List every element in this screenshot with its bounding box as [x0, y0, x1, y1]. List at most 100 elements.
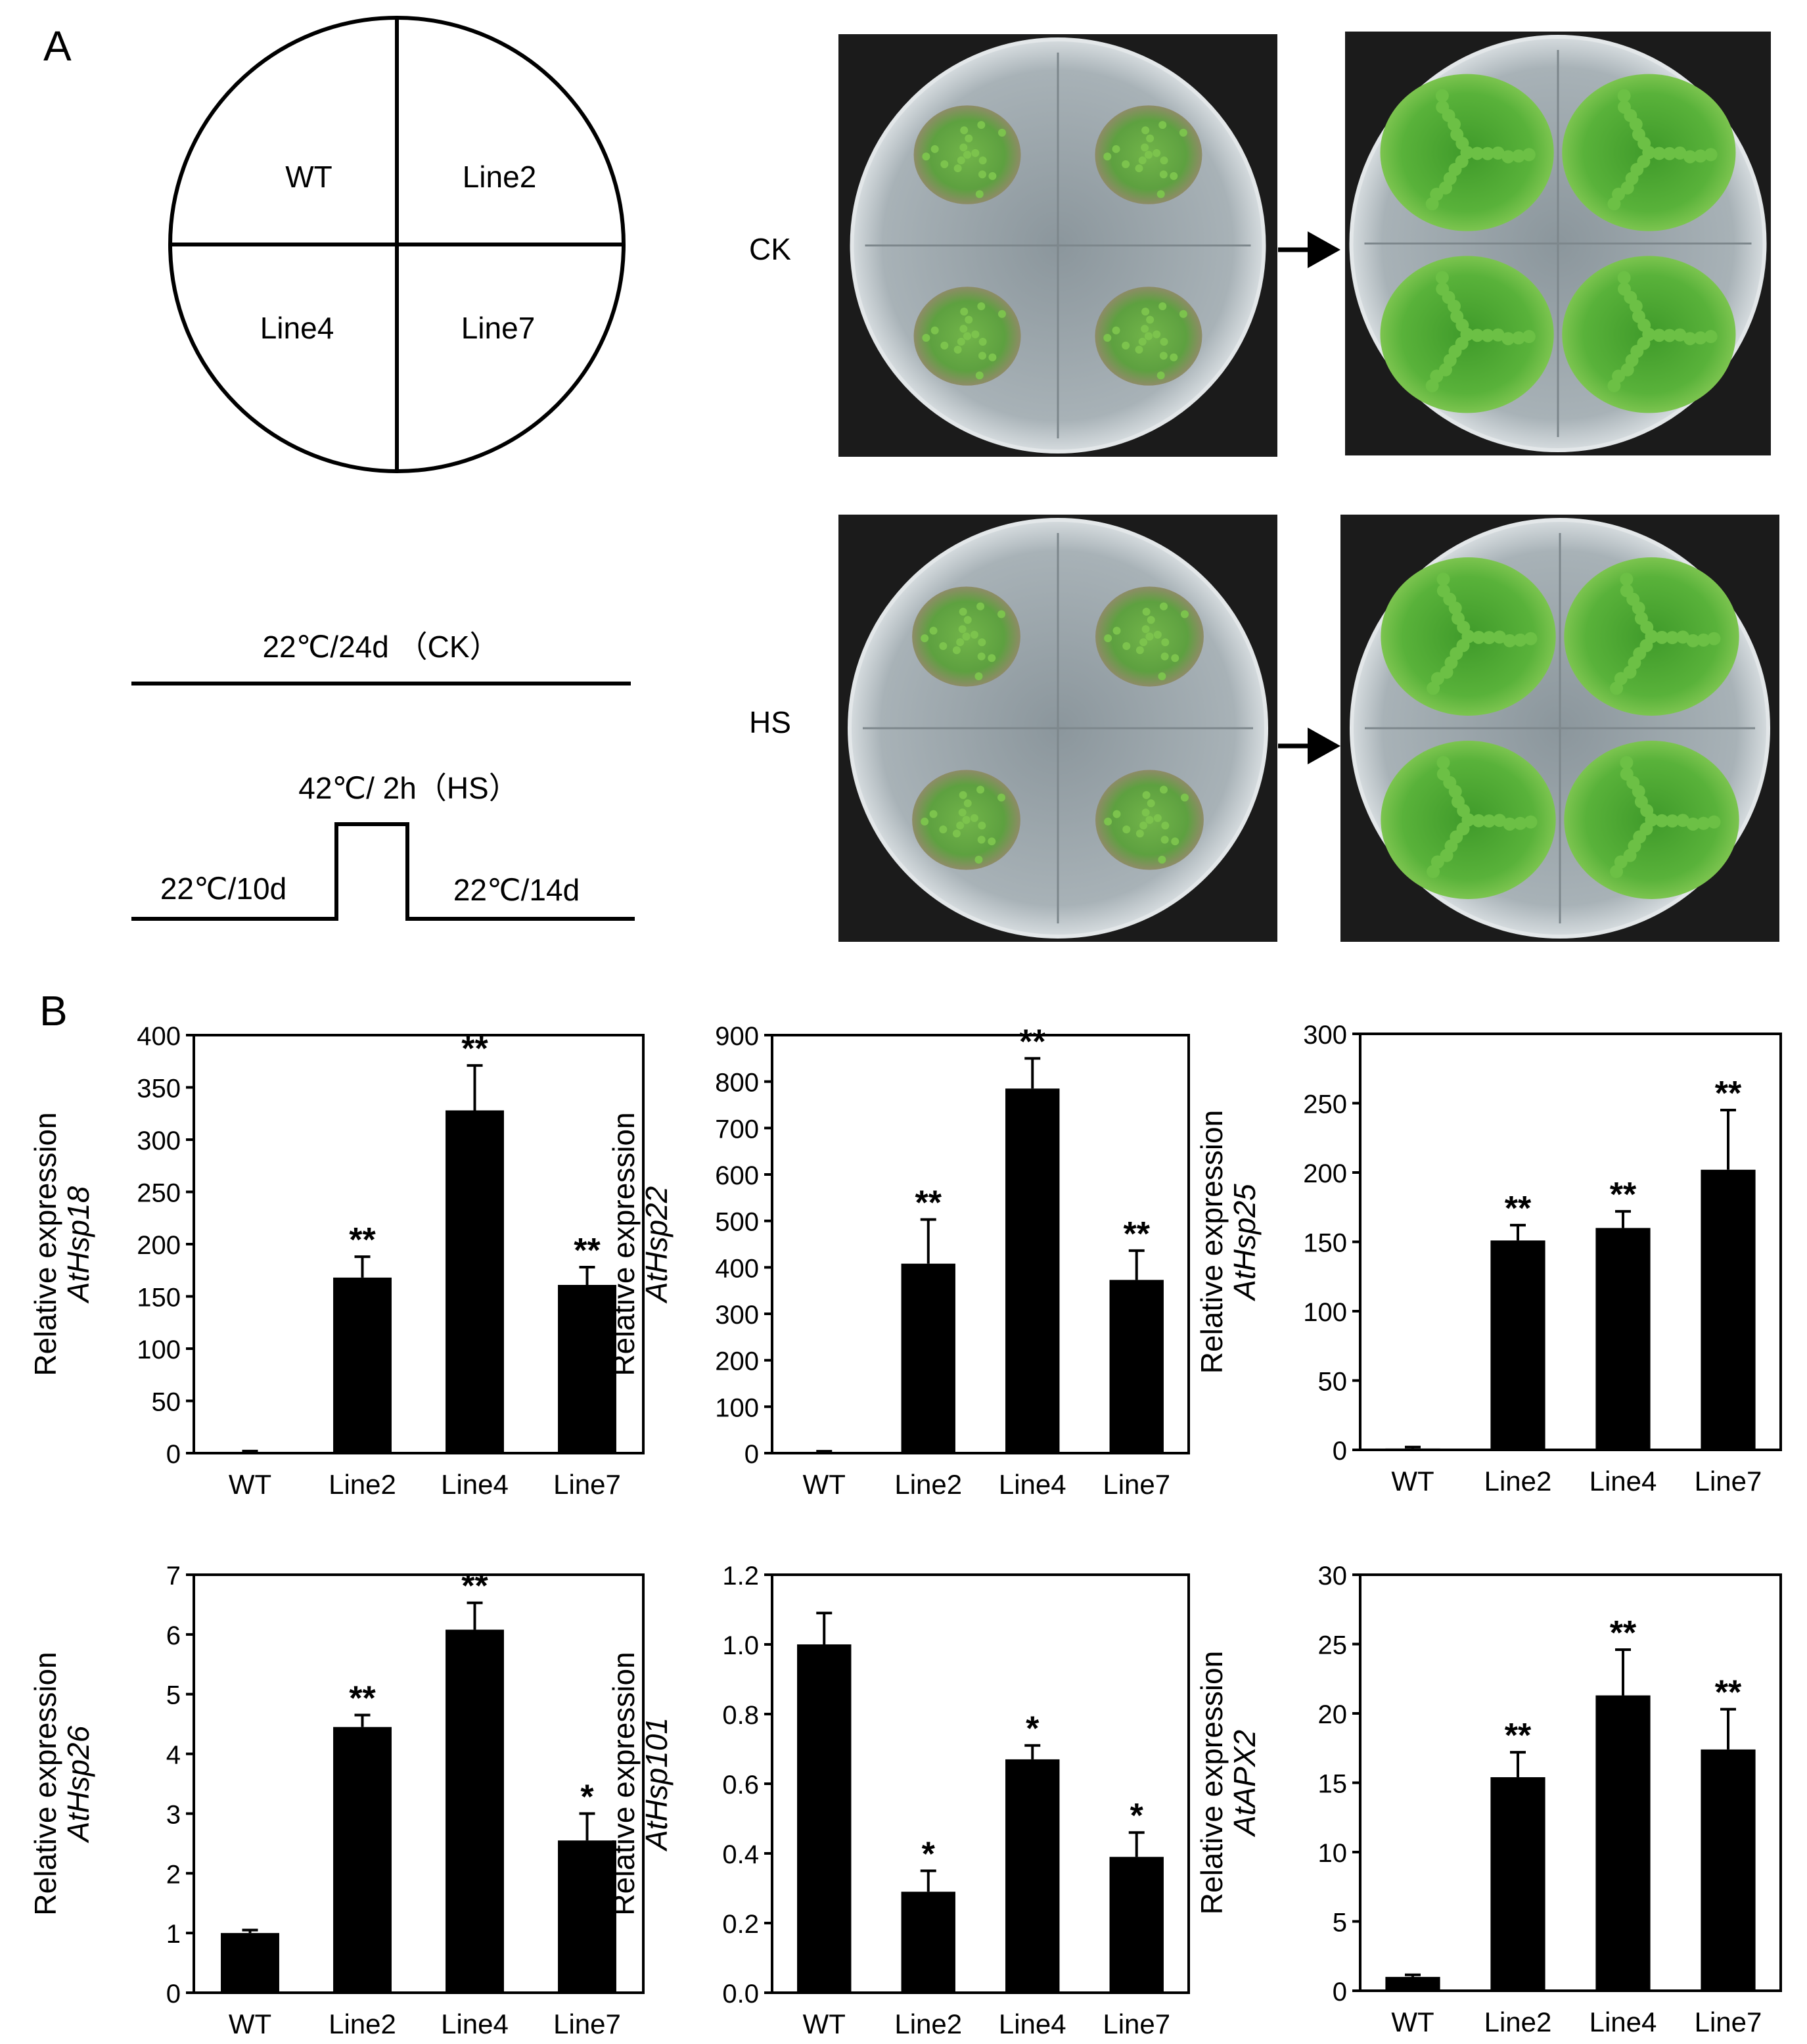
seedling-leaf: [977, 121, 986, 129]
seedling-leaf: [1156, 190, 1165, 198]
bar-line4: [446, 1110, 504, 1453]
significance-marker: *: [580, 1778, 594, 1816]
seedling-leaf: [959, 607, 967, 616]
seedling-leaf: [1448, 344, 1462, 358]
seedling-leaf: [1179, 310, 1187, 318]
seedling-leaf: [976, 785, 985, 794]
bar-line2: [1490, 1240, 1545, 1450]
y-axis-gene-label: AtHsp26: [61, 1725, 95, 1844]
seedling-leaf: [1138, 156, 1147, 165]
seedling-leaf: [1141, 308, 1150, 316]
seedling-leaf: [1513, 816, 1527, 830]
seedling-leaf: [957, 156, 965, 165]
plot-frame: [771, 1034, 1190, 1454]
bar-charts: 050100150200250300350400WT**Line2**Line4…: [28, 1021, 1782, 2039]
plot-frame: [193, 1573, 645, 1994]
seedling-leaf: [929, 810, 938, 818]
seedling-leaf: [1146, 315, 1155, 324]
seedling-leaf: [1145, 632, 1154, 641]
significance-marker: **: [1124, 1215, 1151, 1253]
seedling-leaf: [1614, 855, 1628, 869]
x-tick-label: Line2: [329, 2009, 396, 2039]
seedling-leaf: [1471, 147, 1484, 160]
seedling-leaf: [1144, 332, 1153, 340]
y-tick-label: 400: [715, 1254, 759, 1283]
y-tick-label: 6: [166, 1621, 181, 1650]
y-tick-label: 100: [1303, 1298, 1347, 1327]
seedling-leaf: [1491, 146, 1505, 160]
y-axis-gene-label: AtHsp25: [1227, 1184, 1262, 1302]
seedling-leaf: [962, 632, 971, 641]
seedling-leaf: [970, 814, 978, 822]
seedling-leaf: [1620, 572, 1634, 586]
seedling-leaf: [1612, 187, 1626, 201]
seedling-leaf: [952, 646, 961, 655]
seedling-leaf: [1461, 630, 1475, 643]
seedling-leaf: [1122, 341, 1130, 350]
seedling-leaf: [1512, 331, 1526, 345]
seedling-leaf: [1524, 815, 1538, 829]
seedling-leaf: [1122, 825, 1131, 833]
seedling-leaf: [1139, 638, 1148, 647]
quadrant-label-wt: WT: [285, 160, 332, 194]
panel-a-label: A: [43, 22, 72, 70]
seedling-leaf: [1180, 793, 1189, 802]
seedling-leaf: [930, 326, 939, 335]
seedling-leaf: [1122, 642, 1131, 651]
significance-marker: **: [1505, 1190, 1532, 1228]
seedling-leaf: [1697, 633, 1710, 647]
seedling-leaf: [959, 791, 967, 799]
x-tick-label: WT: [229, 2009, 271, 2039]
seedling-leaf: [1435, 271, 1449, 285]
seedling-leaf: [1450, 830, 1463, 844]
seedling-leaf: [1707, 632, 1721, 645]
bar-line4: [446, 1629, 504, 1993]
post-treatment-label: 22℃/14d: [453, 873, 580, 907]
y-tick-label: 2: [166, 1860, 181, 1889]
y-tick-label: 0: [166, 1440, 181, 1469]
ck-treatment-label: 22℃/24d （CK）: [262, 630, 499, 664]
x-tick-label: Line7: [553, 2009, 621, 2039]
hs-treatment-label: 42℃/ 2h（HS）: [298, 771, 518, 805]
seedling-leaf: [1170, 353, 1178, 361]
y-tick-label: 400: [137, 1022, 181, 1051]
y-tick-label: 300: [137, 1127, 181, 1155]
seedling-leaf: [977, 835, 986, 844]
seedling-leaf: [939, 642, 948, 651]
quadrant-label-line2: Line2: [463, 160, 537, 194]
seedling-leaf: [939, 825, 948, 833]
seedling-leaf: [997, 610, 1006, 618]
y-tick-label: 0.8: [722, 1701, 759, 1730]
seedling-leaf: [1693, 149, 1707, 163]
bar-line4: [1005, 1088, 1060, 1453]
seedling-leaf: [1104, 818, 1112, 826]
seedling-leaf: [1630, 162, 1644, 176]
seedling-leaf: [988, 837, 996, 846]
bar-line7: [1701, 1749, 1756, 1991]
seedling-leaf: [1676, 814, 1690, 827]
x-tick-label: Line4: [1590, 2007, 1657, 2037]
seedling-leaf: [1435, 89, 1449, 103]
seedling-leaf: [1460, 327, 1474, 341]
seedling-leaf: [930, 145, 939, 153]
y-tick-label: 700: [715, 1115, 759, 1144]
significance-marker: **: [1715, 1674, 1742, 1712]
seedling-leaf: [1179, 128, 1187, 137]
pre-treatment-label: 22℃/10d: [160, 871, 286, 906]
significance-marker: **: [1715, 1075, 1742, 1113]
seedling-leaf: [1693, 331, 1707, 345]
bar-line4: [1595, 1228, 1651, 1450]
photo-ck-after: [1345, 32, 1771, 455]
seedling-leaf: [1686, 634, 1700, 647]
seedling-leaf: [1472, 814, 1486, 827]
seedling-leaf: [1104, 634, 1112, 643]
seedling-leaf: [922, 333, 930, 342]
significance-marker: **: [1610, 1176, 1637, 1214]
x-tick-label: Line7: [553, 1469, 621, 1500]
x-tick-label: Line7: [1103, 2009, 1170, 2039]
seedling-leaf: [1142, 791, 1151, 799]
bar-line4: [1005, 1759, 1060, 1993]
seedling-leaf: [958, 808, 967, 817]
seedling-leaf: [1617, 271, 1631, 285]
seedling-leaf: [1103, 333, 1112, 342]
